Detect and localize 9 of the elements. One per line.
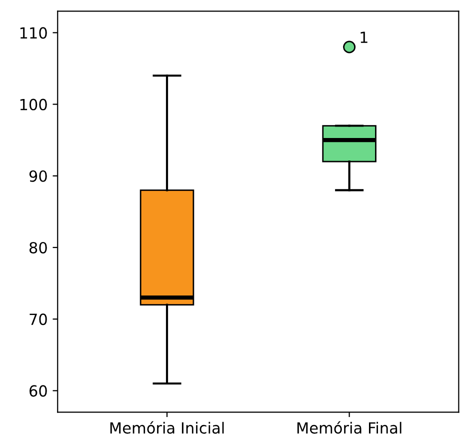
annotation: 1 xyxy=(360,32,368,43)
y-tick-label: 90 xyxy=(29,170,47,182)
y-tick-label: 100 xyxy=(20,98,47,110)
y-tick-label: 110 xyxy=(20,27,47,39)
y-tick-label: 80 xyxy=(30,242,47,254)
x-tick-label: Memória Final xyxy=(297,421,402,434)
x-tick-label: Memória Inicial xyxy=(110,421,224,434)
y-tick-label: 70 xyxy=(30,314,47,326)
y-tick-label: 60 xyxy=(30,385,47,397)
